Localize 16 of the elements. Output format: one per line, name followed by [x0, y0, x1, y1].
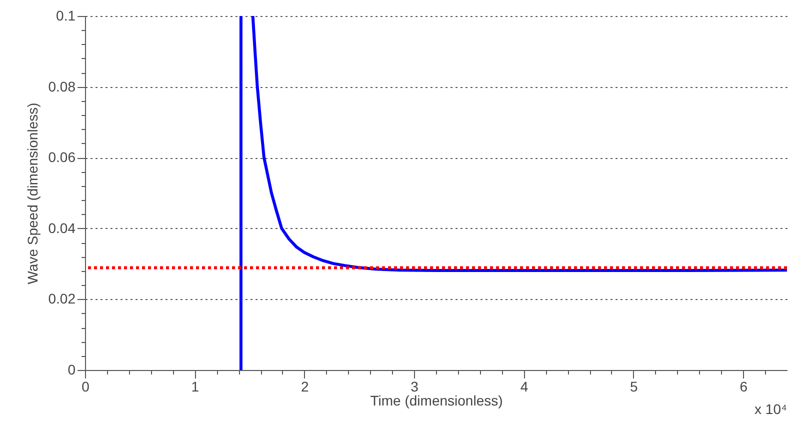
x-tick-label: 2	[300, 378, 309, 394]
x-tick-label: 0	[82, 378, 90, 394]
x-tick-label: 1	[191, 378, 200, 394]
x-tick-label: 3	[410, 378, 419, 394]
y-tick-label: 0.02	[48, 290, 76, 307]
y-axis-title: Wave Speed (dimensionless)	[24, 102, 40, 284]
y-tick-label: 0.1	[56, 8, 76, 24]
x-axis-title: Time (dimensionless)	[370, 392, 503, 408]
y-tick-label: 0.08	[48, 78, 76, 94]
text: x 10⁴	[754, 401, 787, 417]
x-tick-label: 5	[630, 378, 638, 394]
y-tick-label: 0.06	[48, 149, 76, 166]
y-tick-label: 0.04	[48, 220, 76, 236]
x-tick-label: 6	[740, 378, 748, 394]
x-tick-label: 4	[520, 378, 528, 394]
y-tick-label: 0	[68, 362, 76, 378]
